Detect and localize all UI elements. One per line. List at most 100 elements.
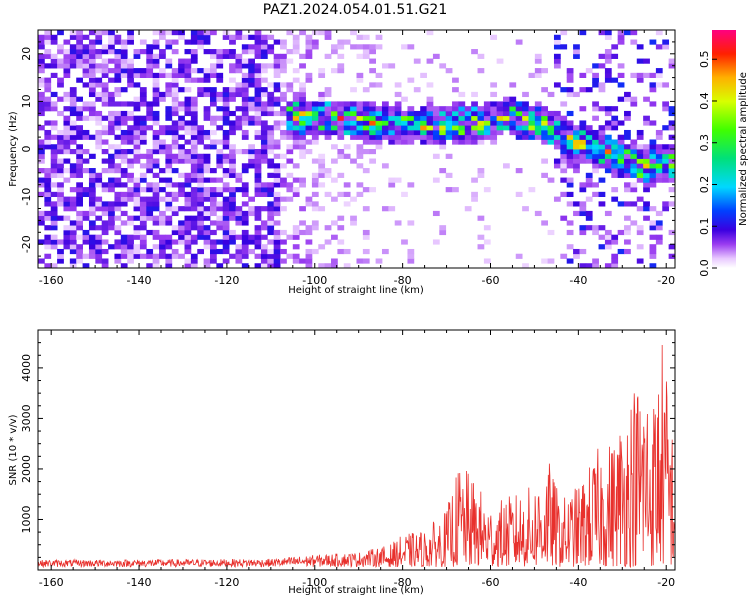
spectrogram-cell [69, 229, 77, 236]
spectrogram-cell [133, 115, 141, 121]
spectrogram-cell [649, 234, 657, 240]
spectrogram-cell [216, 72, 224, 78]
spectrogram-cell [248, 206, 255, 212]
spectrogram-cell [407, 106, 415, 112]
spectrogram-cell [592, 225, 599, 231]
spectrogram-cell [273, 263, 281, 268]
spectrogram-cell [420, 120, 427, 126]
spectrogram-cell [573, 158, 580, 164]
spectrogram-cell [190, 96, 198, 102]
spectrogram-cell [139, 172, 147, 178]
spectrogram-cell [592, 229, 599, 236]
spectrogram-cell [197, 39, 205, 45]
spectrogram-cell [76, 125, 83, 131]
spectrogram-cell [630, 39, 638, 45]
spectrogram-cell [260, 234, 268, 240]
spectrogram-cell [197, 201, 205, 207]
spectrogram-cell [248, 153, 255, 159]
spectrogram-cell [471, 191, 478, 197]
spectrogram-cell [178, 253, 185, 259]
spectrogram-cell [337, 239, 345, 245]
spectrogram-cell [50, 182, 58, 188]
spectrogram-cell [82, 168, 90, 174]
spectrogram-cell [260, 139, 268, 145]
spectrogram-cell [38, 110, 45, 117]
spectrogram-cell [95, 244, 103, 250]
spectrogram-cell [57, 134, 64, 140]
spectrogram-cell [76, 110, 83, 117]
spectrogram-cell [490, 120, 498, 126]
spectrogram-cell [165, 153, 173, 159]
spectrogram-cell [324, 110, 332, 117]
spectrogram-cell [216, 58, 224, 64]
spectrogram-cell [57, 182, 64, 188]
spectrogram-cell [50, 144, 58, 150]
spectrogram-cell [273, 182, 281, 188]
spectrogram-cell [57, 215, 64, 221]
spectrogram-cell [630, 172, 638, 178]
spectrogram-cell [401, 239, 408, 245]
spectrogram-cell [120, 158, 128, 164]
spectrogram-cell [375, 110, 383, 117]
spectrogram-cell [439, 144, 447, 150]
spectrogram-cell [560, 158, 568, 164]
snr-ticks: -160 -140 -120 -100 -80 -60 -40 -20100020003000… [20, 329, 675, 589]
spectrogram-cell [38, 182, 45, 188]
spectrogram-cell [369, 158, 377, 164]
spectrogram-cell [241, 115, 249, 121]
spectrogram-cell [222, 96, 230, 102]
spectrogram-cell [452, 134, 459, 140]
spectrogram-cell [343, 144, 351, 150]
spectrogram-cell [560, 44, 568, 50]
spectrogram-cell [101, 139, 109, 145]
spectrogram-cell [38, 220, 45, 226]
spectrogram-cell [184, 263, 192, 268]
spectrogram-cell [528, 187, 536, 193]
spectrogram-cell [216, 77, 224, 83]
spectrogram-cell [120, 182, 128, 188]
spectrogram-cell [675, 168, 682, 173]
spectrogram-cell [675, 201, 682, 206]
spectrogram-cell [337, 39, 345, 45]
colorbar-label: Normalized spectral amplitude [738, 72, 749, 226]
spectrogram-cell [267, 187, 275, 193]
spectrogram-cell [260, 68, 268, 74]
spectrogram-cell [120, 49, 128, 55]
spectrogram-cell [114, 134, 122, 140]
spectrogram-cell [267, 225, 275, 231]
spectrogram-cell [127, 72, 134, 78]
spectrogram-cell [604, 110, 612, 117]
spectrogram-cell [267, 215, 275, 221]
spectrogram-cell [159, 72, 166, 78]
spectrogram-cell [50, 149, 58, 155]
spectrogram-cell [254, 63, 262, 69]
spectrogram-cell [534, 210, 542, 217]
spectrogram-cell [553, 196, 561, 202]
spectrogram-cell [592, 101, 599, 107]
spectrogram-cell [324, 239, 332, 245]
spectrogram-cell [381, 206, 389, 212]
spectrogram-cell [426, 120, 434, 126]
spectrogram-cell [362, 129, 370, 136]
spectrogram-cell [483, 106, 491, 112]
spectrogram-cell [159, 244, 166, 250]
spectrogram-cell [560, 125, 568, 131]
spectrogram-cell [127, 191, 134, 197]
spectrogram-cell [76, 187, 83, 193]
spectrogram-cell [101, 210, 109, 217]
spectrogram-cell [235, 125, 243, 131]
spectrogram-cell [311, 39, 319, 45]
spectrogram-cell [114, 144, 122, 150]
spectrogram-cell [331, 101, 338, 107]
spectrogram-cell [248, 72, 255, 78]
spectrogram-cell [50, 215, 58, 221]
spectrogram-cell [159, 196, 166, 202]
spectrogram-cell [541, 115, 548, 121]
spectrogram-cell [203, 34, 211, 40]
spectrogram-cell [146, 72, 154, 78]
spectrogram-cell [152, 44, 160, 50]
spectrogram-cell [50, 263, 58, 268]
spectrogram-cell [95, 258, 103, 264]
spectrogram-cell [356, 258, 364, 264]
spectrogram-cell [222, 206, 230, 212]
